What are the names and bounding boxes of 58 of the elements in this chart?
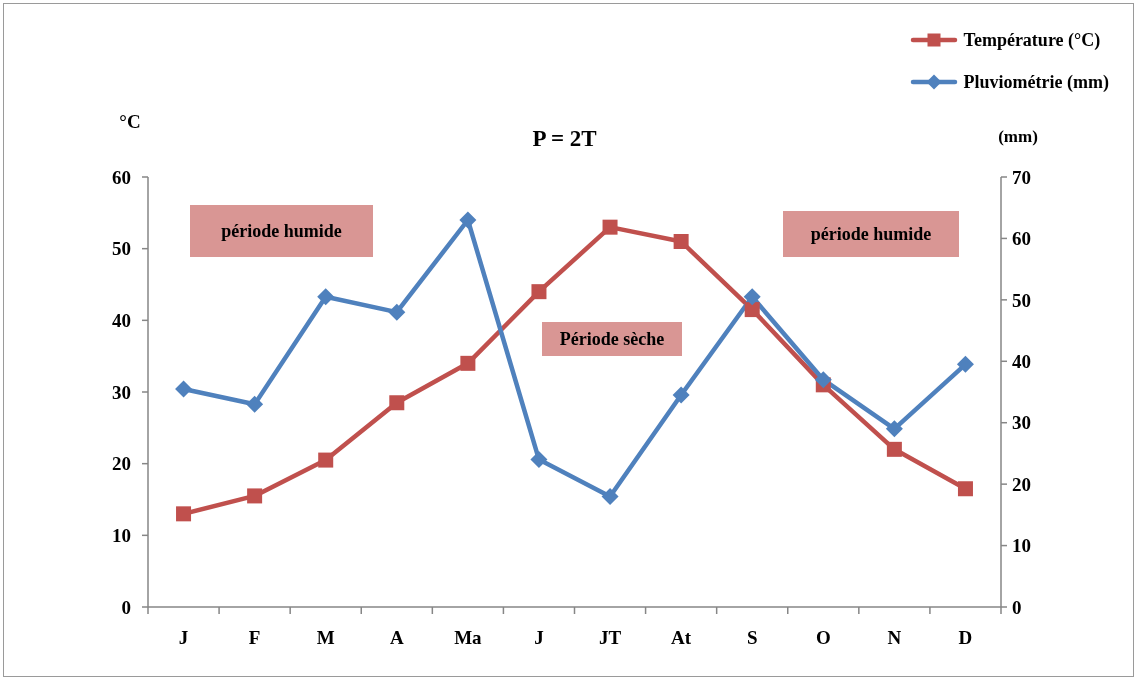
y-tick-label: 40 [112, 310, 131, 332]
y-tick-label: 60 [112, 166, 131, 188]
point [460, 355, 476, 371]
y-tick-label: 30 [112, 381, 131, 403]
x-tick-label: M [316, 627, 335, 648]
legend-label: Pluviométrie (mm) [963, 71, 1109, 93]
point [673, 234, 689, 249]
annotation: période humide [810, 223, 932, 245]
point [956, 355, 974, 373]
point [247, 488, 263, 504]
point [175, 380, 193, 398]
y-tick-label: 0 [121, 596, 131, 618]
point [744, 302, 760, 318]
legend-label: Température (°C) [963, 29, 1101, 51]
y-tick-label: 20 [112, 453, 131, 475]
x-tick-label: J [178, 627, 189, 648]
y2-axis-title: (mm) [997, 127, 1039, 147]
point [459, 211, 477, 229]
y-tick-label: 10 [112, 525, 131, 547]
x-tick-label: N [887, 627, 902, 648]
point [530, 451, 548, 469]
y2-tick-label: 10 [1012, 535, 1031, 557]
x-tick-label: O [815, 627, 831, 648]
point [814, 371, 832, 389]
point [886, 441, 902, 457]
point [318, 452, 334, 468]
y-axis-title: °C [118, 111, 142, 133]
point [531, 284, 547, 300]
point [672, 386, 690, 404]
x-tick-label: JT [598, 627, 622, 648]
x-tick-label: Ma [454, 627, 483, 648]
y2-tick-label: 60 [1012, 228, 1031, 250]
x-tick-label: A [389, 627, 404, 648]
x-tick-label: D [958, 627, 973, 648]
point [601, 487, 619, 505]
annotation: période humide [221, 220, 342, 242]
x-tick-label: S [746, 627, 758, 648]
chart-title: P = 2T [531, 126, 598, 152]
annotation: Période sèche [559, 328, 665, 350]
point [957, 481, 973, 497]
point [317, 288, 335, 306]
y2-tick-label: 30 [1012, 412, 1031, 434]
y2-tick-label: 70 [1012, 166, 1031, 188]
point [176, 506, 192, 522]
y-tick-label: 50 [112, 238, 131, 260]
x-tick-label: F [248, 627, 261, 648]
y2-tick-label: 0 [1012, 596, 1022, 618]
point [743, 288, 761, 306]
point [246, 395, 264, 413]
point [885, 420, 903, 438]
y2-tick-label: 20 [1012, 473, 1031, 495]
point [389, 395, 405, 411]
point [388, 303, 406, 321]
y2-tick-label: 50 [1012, 289, 1031, 311]
point [602, 219, 618, 235]
x-tick-label: At [671, 627, 692, 648]
y2-tick-label: 40 [1012, 351, 1031, 373]
x-tick-label: J [534, 627, 544, 648]
